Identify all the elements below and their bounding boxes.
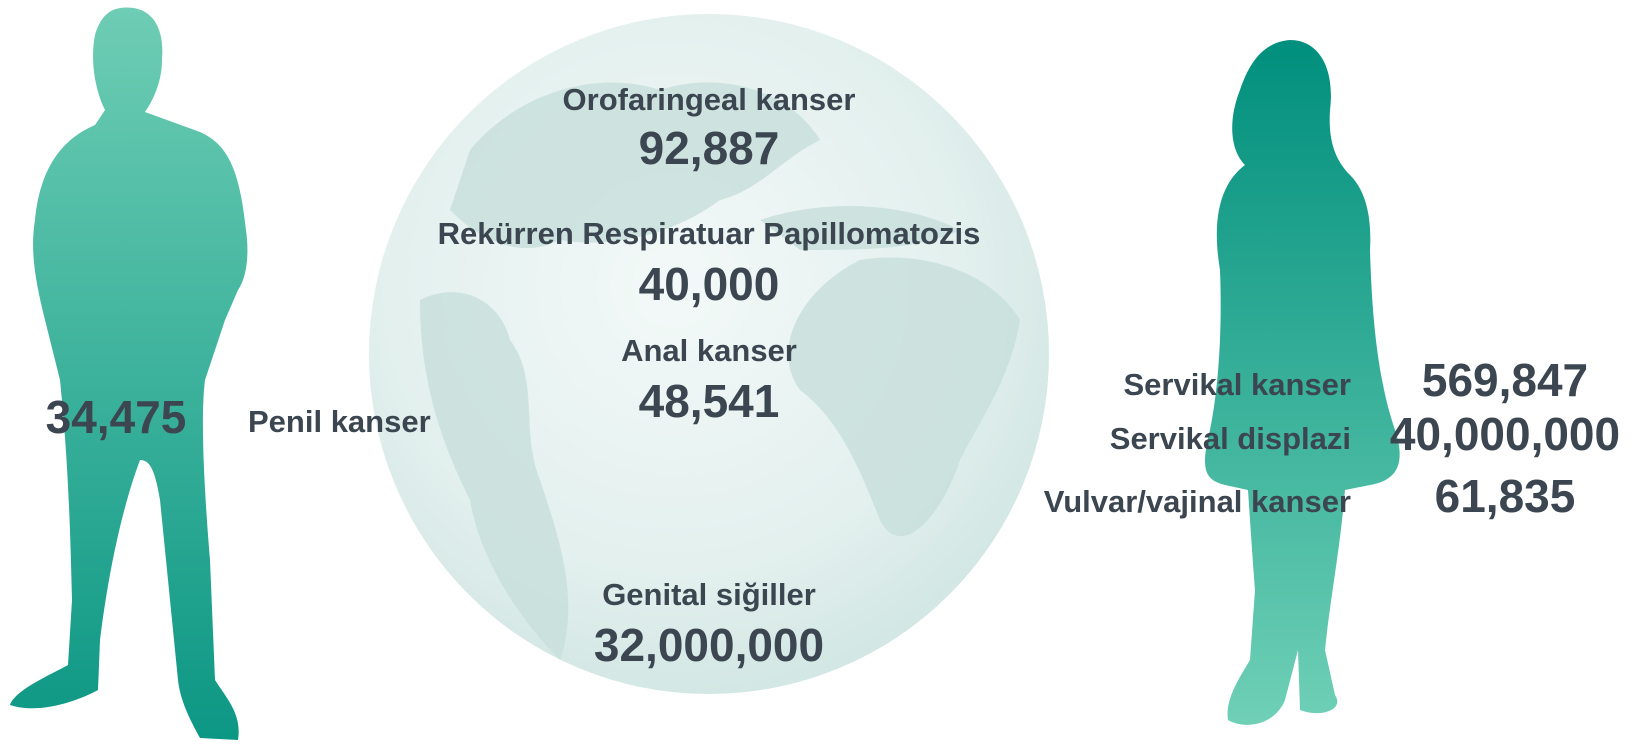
- female-texts: Servikal kanser 569,847 Servikal displaz…: [1044, 354, 1620, 522]
- globe: [369, 14, 1049, 694]
- globe-value: 40,000: [639, 258, 780, 310]
- female-label: Servikal kanser: [1123, 367, 1351, 402]
- female-value: 61,835: [1435, 470, 1576, 522]
- male-texts: 34,475 Penil kanser: [46, 391, 431, 443]
- globe-label: Rekürren Respiratuar Papillomatozis: [438, 216, 981, 251]
- globe-label: Anal kanser: [621, 333, 797, 368]
- female-label: Vulvar/vajinal kanser: [1044, 484, 1351, 519]
- globe-label: Genital siğiller: [602, 577, 816, 612]
- globe-value: 48,541: [639, 375, 780, 427]
- globe-label: Orofaringeal kanser: [563, 82, 856, 117]
- male-value: 34,475: [46, 391, 187, 443]
- globe-texts: Orofaringeal kanser 92,887 Rekürren Resp…: [438, 82, 981, 671]
- female-value: 40,000,000: [1390, 408, 1620, 460]
- globe-value: 92,887: [639, 122, 780, 174]
- female-silhouette: [1205, 40, 1400, 725]
- female-value: 569,847: [1422, 354, 1588, 406]
- male-silhouette: [10, 7, 248, 740]
- male-label: Penil kanser: [248, 404, 431, 439]
- globe-value: 32,000,000: [594, 619, 824, 671]
- female-label: Servikal displazi: [1110, 421, 1351, 456]
